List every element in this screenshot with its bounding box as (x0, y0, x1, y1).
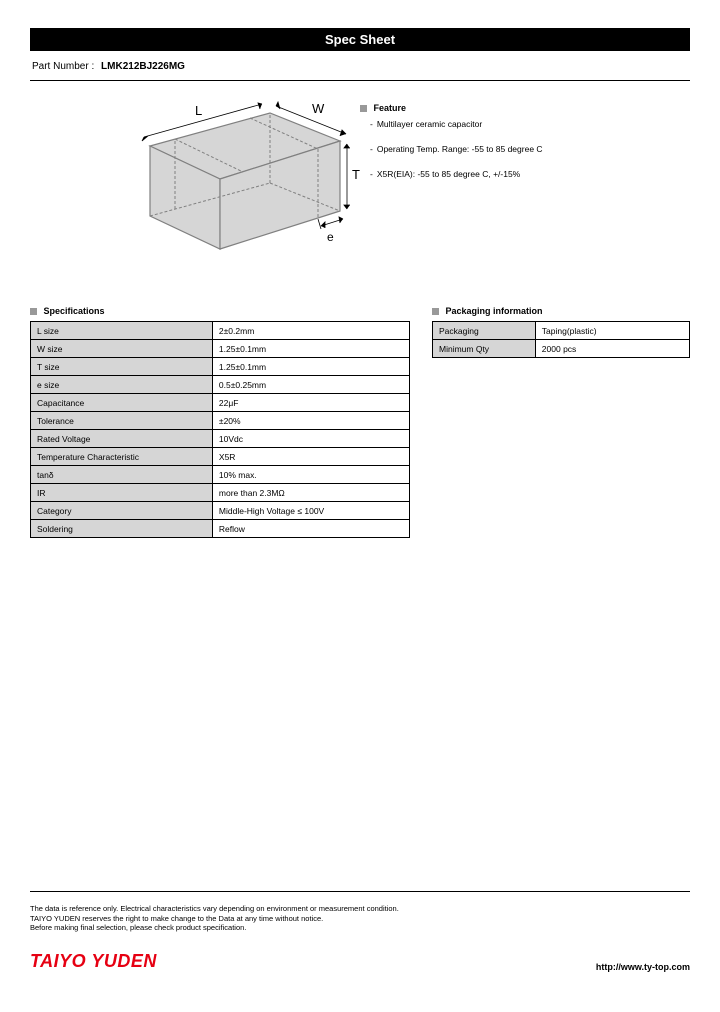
table-row: IRmore than 2.3MΩ (31, 484, 410, 502)
table-row: PackagingTaping(plastic) (433, 322, 690, 340)
features-heading: Feature (374, 103, 407, 113)
packaging-table: PackagingTaping(plastic) Minimum Qty2000… (432, 321, 690, 358)
table-row: T size1.25±0.1mm (31, 358, 410, 376)
square-bullet-icon (360, 105, 367, 112)
dim-label-e: e (327, 230, 334, 244)
header-title: Spec Sheet (30, 28, 690, 51)
list-item: -Operating Temp. Range: -55 to 85 degree… (370, 144, 690, 155)
table-row: L size2±0.2mm (31, 322, 410, 340)
table-row: CategoryMiddle-High Voltage ≤ 100V (31, 502, 410, 520)
table-row: Minimum Qty2000 pcs (433, 340, 690, 358)
spec-table-section: Specifications L size2±0.2mm W size1.25±… (30, 306, 410, 538)
dim-label-W: W (312, 101, 325, 116)
table-row: SolderingReflow (31, 520, 410, 538)
features-section: Feature -Multilayer ceramic capacitor -O… (360, 101, 690, 278)
footer-url: http://www.ty-top.com (596, 962, 690, 972)
list-item: -X5R(EIA): -55 to 85 degree C, +/-15% (370, 169, 690, 180)
dim-label-L: L (195, 103, 202, 118)
table-row: Rated Voltage10Vdc (31, 430, 410, 448)
component-diagram: L W T (30, 101, 330, 278)
footer: The data is reference only. Electrical c… (30, 891, 690, 972)
table-row: e size0.5±0.25mm (31, 376, 410, 394)
part-info: Part Number : LMK212BJ226MG (30, 61, 690, 72)
divider-top (30, 80, 690, 81)
feature-list: -Multilayer ceramic capacitor -Operating… (360, 119, 690, 180)
table-row: tanδ10% max. (31, 466, 410, 484)
part-label: Part Number : (32, 61, 94, 72)
spec-table: L size2±0.2mm W size1.25±0.1mm T size1.2… (30, 321, 410, 538)
table-row: Capacitance22μF (31, 394, 410, 412)
logo: TAIYO YUDEN (30, 951, 157, 972)
divider-footer (30, 891, 690, 892)
part-value: LMK212BJ226MG (101, 61, 185, 72)
table-row: Tolerance±20% (31, 412, 410, 430)
packaging-heading: Packaging information (446, 306, 543, 316)
spec-heading: Specifications (44, 306, 105, 316)
square-bullet-icon (30, 308, 37, 315)
disclaimer: The data is reference only. Electrical c… (30, 904, 690, 933)
table-row: W size1.25±0.1mm (31, 340, 410, 358)
square-bullet-icon (432, 308, 439, 315)
table-row: Temperature CharacteristicX5R (31, 448, 410, 466)
packaging-section: Packaging information PackagingTaping(pl… (432, 306, 690, 358)
list-item: -Multilayer ceramic capacitor (370, 119, 690, 130)
dim-label-T: T (352, 167, 360, 182)
